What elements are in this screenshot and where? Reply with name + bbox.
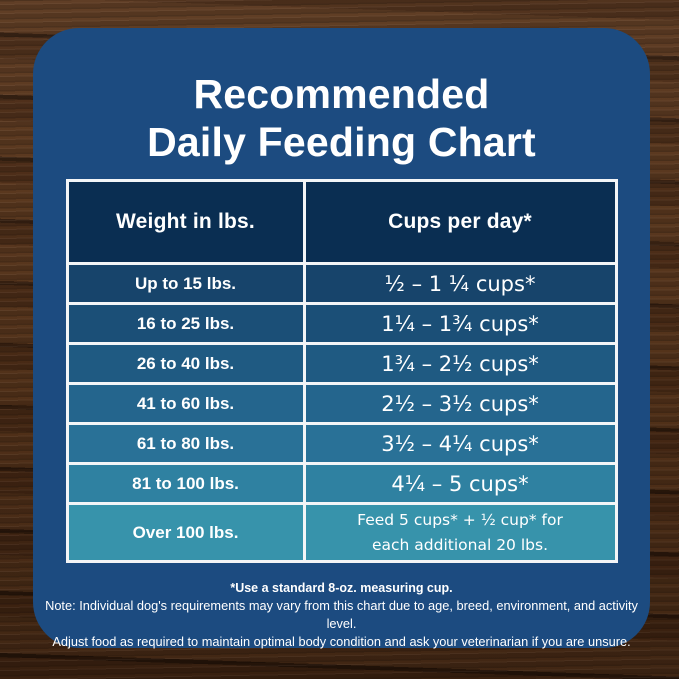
weight-cell-row-4: 41 to 60 lbs. (68, 385, 303, 422)
note-line-2: Adjust food as required to maintain opti… (52, 633, 631, 649)
cups-cell-row-5: 3½ – 4¼ cups* (305, 425, 615, 462)
cups-cell-row-3: 1¾ – 2½ cups* (305, 345, 615, 382)
cups-cell-row-1: ½ – 1 ¼ cups* (305, 265, 615, 302)
weight-cell-row-5: 61 to 80 lbs. (68, 425, 303, 462)
feeding-chart-card: Recommended Daily Feeding Chart Weight i… (33, 28, 650, 650)
title-line-2: Daily Feeding Chart (147, 119, 536, 165)
cups-cell-row-4: 2½ – 3½ cups* (305, 385, 615, 422)
title-line-1: Recommended (193, 71, 490, 117)
weight-cell-row-1: Up to 15 lbs. (68, 265, 303, 302)
weight-cell-row-6: 81 to 100 lbs. (68, 465, 303, 502)
header-cell-weight: Weight in lbs. (68, 182, 303, 262)
note-line-1: Note: Individual dog's requirements may … (45, 598, 638, 631)
page-title: Recommended Daily Feeding Chart (147, 70, 536, 166)
weight-cell-row-2: 16 to 25 lbs. (68, 305, 303, 342)
footer-notes: *Use a standard 8-oz. measuring cup. Not… (42, 580, 642, 650)
header-cell-cups: Cups per day* (305, 182, 615, 262)
cups-cell-row-2: 1¼ – 1¾ cups* (305, 305, 615, 342)
weight-cell-row-7: Over 100 lbs. (68, 505, 303, 560)
cups-cell-row-6: 4¼ – 5 cups* (305, 465, 615, 502)
cups-cell-row-7: Feed 5 cups* + ½ cup* for each additiona… (305, 505, 615, 560)
measuring-cup-footnote: *Use a standard 8-oz. measuring cup. (230, 581, 453, 595)
feeding-table: Weight in lbs. Cups per day* Up to 15 lb… (65, 179, 618, 563)
weight-cell-row-3: 26 to 40 lbs. (68, 345, 303, 382)
